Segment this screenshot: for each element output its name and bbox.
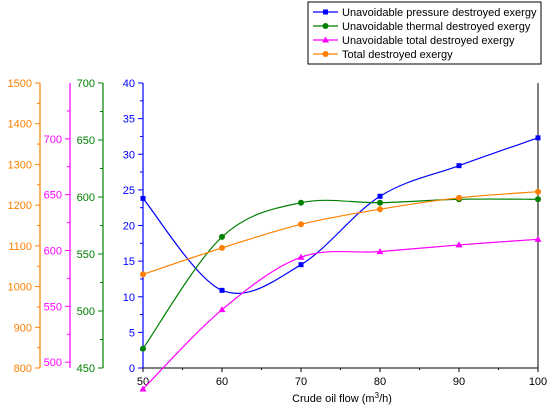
axes-layer: 50 60 70 80 90 100051015202530354045050055060… [8,78,548,388]
legend: Unavoidable pressure destroyed exergy Una… [307,1,542,65]
total-tick-label: 600 [44,246,62,258]
x-axis-label-text: Crude oil flow (m [292,393,375,405]
destroyed-tick-label: 1300 [8,159,32,171]
data-point-destroyed [219,244,225,251]
x-tick-label: 80 [374,376,386,388]
data-point-thermal [377,199,383,206]
legend-label: Total destroyed exergy [342,49,453,61]
legend-marker [322,23,329,29]
total-tick-label: 550 [44,301,62,313]
pressure-tick-label: 5 [129,327,135,339]
destroyed-tick-label: 900 [14,322,32,334]
pressure-tick-label: 15 [123,256,135,268]
legend-label: Unavoidable thermal destroyed exergy [342,21,531,33]
data-point-pressure [219,287,225,293]
series-line-destroyed [142,191,539,275]
x-axis-label: Crude oil flow (m3/h) [292,391,392,405]
total-tick-label: 650 [44,190,62,202]
data-point-total [297,253,305,260]
data-point-pressure [535,135,541,141]
data-point-thermal [298,199,304,206]
pressure-tick-label: 35 [123,114,135,126]
data-point-total [534,235,542,242]
x-tick-label: 70 [295,376,307,388]
series-line-pressure [142,137,539,295]
legend-marker [322,36,329,43]
thermal-tick-label: 700 [77,78,95,90]
legend-label: Unavoidable pressure destroyed exergy [342,7,537,19]
total-tick-label: 700 [44,134,62,146]
x-tick-label: 90 [453,376,465,388]
x-tick-label: 100 [529,376,547,388]
data-point-pressure [140,195,146,201]
series-line-total [142,238,539,390]
data-point-thermal [535,196,541,203]
pressure-tick-label: 0 [129,363,135,375]
data-point-total [218,306,226,313]
data-point-thermal [140,345,146,352]
data-point-destroyed [377,206,383,213]
thermal-tick-label: 450 [77,363,95,375]
thermal-tick-label: 550 [77,249,95,261]
destroyed-tick-label: 1100 [8,241,32,253]
pressure-tick-label: 40 [123,78,135,90]
x-axis-label-tail: /h) [379,393,392,405]
data-point-destroyed [140,271,146,278]
series-total [139,235,542,392]
data-point-destroyed [535,188,541,195]
destroyed-tick-label: 1400 [8,119,32,131]
legend-label: Unavoidable total destroyed exergy [342,35,515,47]
pressure-tick-label: 25 [123,185,135,197]
legend-marker [323,9,328,15]
pressure-tick-label: 10 [123,292,135,304]
data-point-total [139,385,147,392]
series-layer [139,135,542,392]
data-point-pressure [377,193,383,199]
data-point-destroyed [298,221,304,228]
thermal-tick-label: 500 [77,306,95,318]
series-line-thermal [142,198,539,349]
pressure-tick-label: 20 [123,221,135,233]
thermal-tick-label: 650 [77,135,95,147]
series-destroyed [140,188,541,278]
destroyed-tick-label: 1200 [8,200,32,212]
data-point-destroyed [456,194,462,201]
destroyed-tick-label: 1000 [8,282,32,294]
series-pressure [140,135,541,295]
data-point-thermal [219,233,225,240]
x-axis-label-sup: 3 [375,391,380,400]
total-tick-label: 500 [44,357,62,369]
destroyed-tick-label: 1500 [8,78,32,90]
pressure-tick-label: 30 [123,149,135,161]
destroyed-tick-label: 800 [14,363,32,375]
x-tick-label: 60 [216,376,228,388]
data-point-total [376,248,384,255]
legend-box [307,1,542,65]
thermal-tick-label: 600 [77,192,95,204]
data-point-total [455,241,463,248]
legend-marker [322,51,329,57]
data-point-pressure [456,163,462,169]
data-point-pressure [298,262,304,268]
